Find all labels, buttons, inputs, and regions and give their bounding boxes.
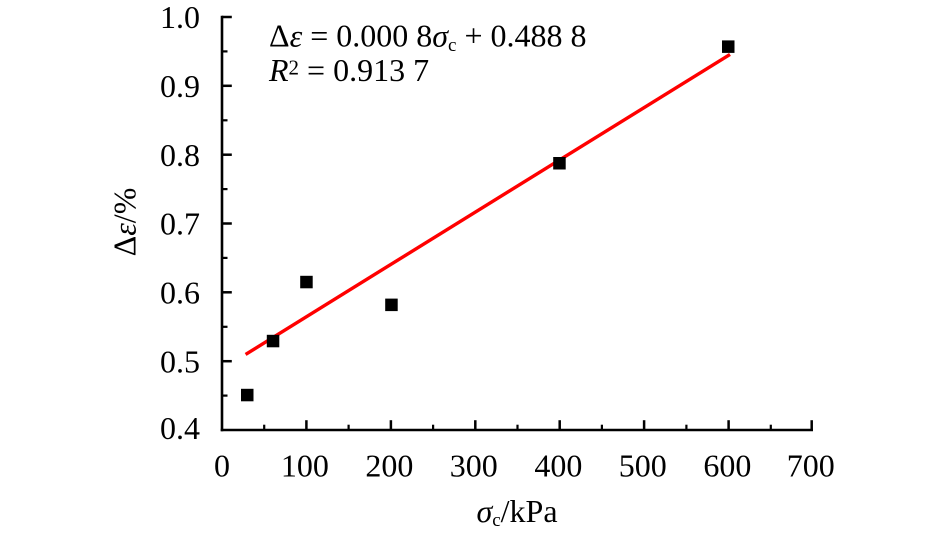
- svg-text:400: 400: [534, 447, 582, 483]
- svg-text:Δε = 0.000 8σc + 0.488 8: Δε = 0.000 8σc + 0.488 8: [269, 18, 587, 56]
- svg-text:0.9: 0.9: [160, 68, 200, 104]
- svg-text:0: 0: [214, 447, 230, 483]
- svg-text:0.6: 0.6: [160, 274, 200, 310]
- svg-text:Δε/%: Δε/%: [107, 188, 143, 257]
- svg-text:200: 200: [365, 447, 413, 483]
- svg-text:0.8: 0.8: [160, 137, 200, 173]
- svg-text:R2 = 0.913 7: R2 = 0.913 7: [268, 52, 429, 88]
- svg-text:600: 600: [703, 447, 751, 483]
- svg-text:0.4: 0.4: [160, 410, 200, 446]
- svg-text:700: 700: [787, 447, 835, 483]
- svg-text:1.0: 1.0: [160, 0, 200, 35]
- svg-text:0.7: 0.7: [160, 206, 200, 242]
- svg-text:100: 100: [281, 447, 329, 483]
- svg-text:0.5: 0.5: [160, 343, 200, 379]
- svg-text:300: 300: [450, 447, 498, 483]
- svg-text:σc/kPa: σc/kPa: [476, 493, 557, 531]
- svg-text:500: 500: [619, 447, 667, 483]
